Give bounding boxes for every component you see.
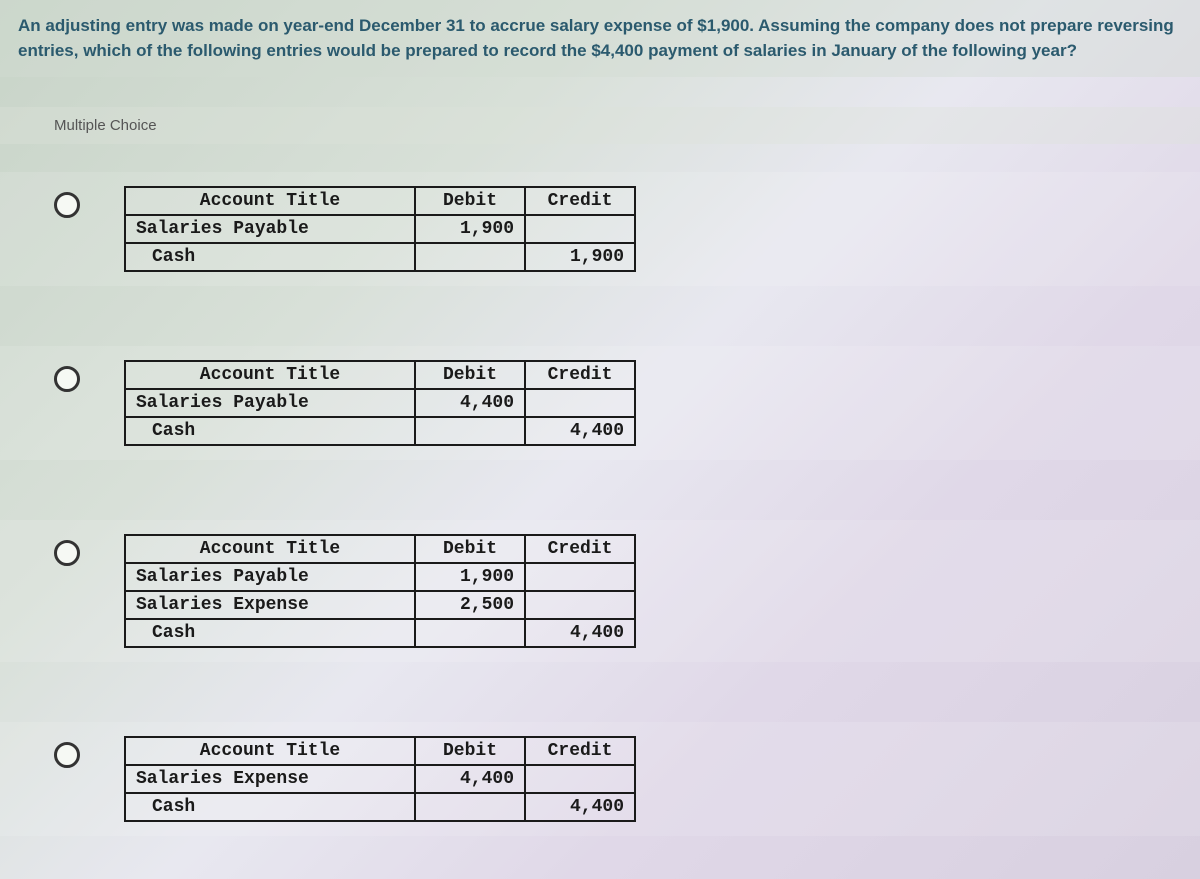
radio-option-1[interactable]: [54, 192, 80, 218]
radio-option-2[interactable]: [54, 366, 80, 392]
account-title-cell: Cash: [125, 243, 415, 271]
option-2[interactable]: Account TitleDebitCreditSalaries Payable…: [0, 346, 1200, 460]
credit-cell: [525, 389, 635, 417]
debit-cell: [415, 619, 525, 647]
question-text: An adjusting entry was made on year-end …: [18, 14, 1182, 63]
header-title: Account Title: [125, 535, 415, 563]
debit-cell: 4,400: [415, 765, 525, 793]
header-debit: Debit: [415, 361, 525, 389]
account-title-cell: Salaries Expense: [125, 765, 415, 793]
journal-entry-table-4: Account TitleDebitCreditSalaries Expense…: [124, 736, 636, 822]
debit-cell: [415, 417, 525, 445]
table-row: Salaries Payable1,900: [125, 215, 635, 243]
header-debit: Debit: [415, 535, 525, 563]
account-title-cell: Salaries Payable: [125, 563, 415, 591]
account-title-cell: Salaries Expense: [125, 591, 415, 619]
credit-cell: 4,400: [525, 619, 635, 647]
header-credit: Credit: [525, 737, 635, 765]
mc-label: Multiple Choice: [0, 107, 1200, 144]
credit-cell: 1,900: [525, 243, 635, 271]
question-bar: An adjusting entry was made on year-end …: [0, 0, 1200, 77]
journal-entry-table-1: Account TitleDebitCreditSalaries Payable…: [124, 186, 636, 272]
table-row: Cash 1,900: [125, 243, 635, 271]
radio-option-3[interactable]: [54, 540, 80, 566]
debit-cell: 2,500: [415, 591, 525, 619]
header-title: Account Title: [125, 737, 415, 765]
credit-cell: [525, 563, 635, 591]
journal-entry-table-3: Account TitleDebitCreditSalaries Payable…: [124, 534, 636, 648]
header-credit: Credit: [525, 187, 635, 215]
header-title: Account Title: [125, 361, 415, 389]
account-title-cell: Cash: [125, 619, 415, 647]
table-row: Cash 4,400: [125, 417, 635, 445]
debit-cell: 1,900: [415, 563, 525, 591]
header-debit: Debit: [415, 737, 525, 765]
table-row: Cash 4,400: [125, 793, 635, 821]
debit-cell: 4,400: [415, 389, 525, 417]
credit-cell: [525, 591, 635, 619]
option-3[interactable]: Account TitleDebitCreditSalaries Payable…: [0, 520, 1200, 662]
account-title-cell: Salaries Payable: [125, 389, 415, 417]
header-debit: Debit: [415, 187, 525, 215]
options-host: Account TitleDebitCreditSalaries Payable…: [0, 172, 1200, 836]
table-row: Salaries Expense4,400: [125, 765, 635, 793]
header-credit: Credit: [525, 361, 635, 389]
journal-entry-table-2: Account TitleDebitCreditSalaries Payable…: [124, 360, 636, 446]
credit-cell: 4,400: [525, 417, 635, 445]
radio-option-4[interactable]: [54, 742, 80, 768]
credit-cell: [525, 215, 635, 243]
header-title: Account Title: [125, 187, 415, 215]
debit-cell: [415, 243, 525, 271]
debit-cell: [415, 793, 525, 821]
table-row: Salaries Expense2,500: [125, 591, 635, 619]
credit-cell: 4,400: [525, 793, 635, 821]
account-title-cell: Cash: [125, 793, 415, 821]
multiple-choice-area: Multiple Choice Account TitleDebitCredit…: [0, 107, 1200, 836]
table-row: Salaries Payable1,900: [125, 563, 635, 591]
account-title-cell: Salaries Payable: [125, 215, 415, 243]
option-4[interactable]: Account TitleDebitCreditSalaries Expense…: [0, 722, 1200, 836]
option-1[interactable]: Account TitleDebitCreditSalaries Payable…: [0, 172, 1200, 286]
header-credit: Credit: [525, 535, 635, 563]
credit-cell: [525, 765, 635, 793]
table-row: Salaries Payable4,400: [125, 389, 635, 417]
account-title-cell: Cash: [125, 417, 415, 445]
debit-cell: 1,900: [415, 215, 525, 243]
table-row: Cash 4,400: [125, 619, 635, 647]
